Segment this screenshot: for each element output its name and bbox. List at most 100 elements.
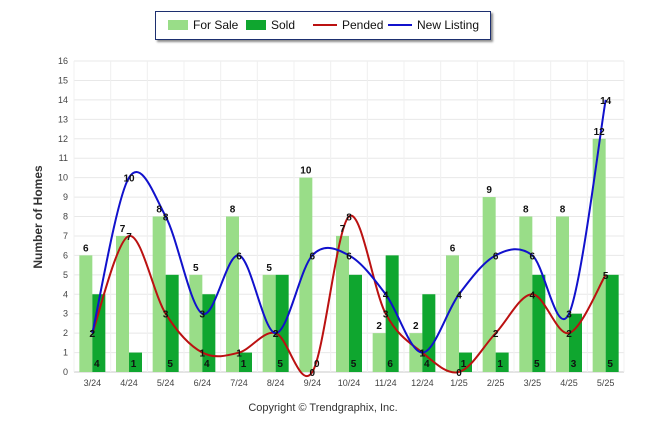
x-tick-label: 11/24 [375, 378, 397, 388]
data-label-for-sale: 8 [156, 205, 162, 216]
data-label-new-listing: 6 [493, 251, 499, 262]
data-label-for-sale: 10 [300, 166, 312, 177]
data-label-for-sale: 5 [193, 263, 199, 274]
data-label-for-sale: 7 [120, 224, 126, 235]
legend-label: New Listing [417, 18, 479, 32]
bar-sold [239, 352, 252, 372]
bars [79, 138, 619, 372]
x-tick-label: 5/24 [157, 378, 175, 388]
data-label-pended: 1 [420, 349, 426, 360]
y-tick-label: 2 [63, 328, 68, 338]
legend-label: Pended [342, 18, 383, 32]
data-label-sold: 5 [167, 359, 173, 370]
legend-label: Sold [271, 18, 295, 32]
data-label-pended: 0 [456, 368, 462, 379]
data-label-for-sale: 2 [413, 321, 419, 332]
bar-sold [495, 352, 509, 372]
y-tick-label: 11 [59, 153, 68, 163]
data-label-sold: 1 [131, 359, 137, 370]
x-tick-label: 12/24 [411, 378, 434, 388]
data-label-pended: 5 [603, 271, 609, 282]
data-label-new-listing: 6 [346, 251, 352, 262]
data-label-for-sale: 8 [230, 205, 236, 216]
bar-sold [532, 274, 546, 372]
data-label-for-sale: 8 [560, 205, 566, 216]
data-label-sold: 4 [204, 359, 210, 370]
y-tick-label: 8 [63, 212, 68, 222]
data-label-new-listing: 6 [236, 251, 242, 262]
x-tick-label: 4/25 [560, 378, 578, 388]
data-label-new-listing: 3 [200, 310, 206, 321]
bar-for-sale [409, 333, 423, 372]
bar-for-sale [336, 235, 349, 372]
legend-swatch [246, 20, 266, 30]
bar-for-sale [446, 255, 459, 372]
data-label-new-listing: 1 [420, 349, 426, 360]
y-tick-label: 16 [58, 56, 68, 66]
copyright-text: Copyright © Trendgraphix, Inc. [248, 402, 398, 414]
data-label-new-listing: 4 [456, 290, 462, 301]
bar-sold [349, 274, 362, 372]
data-label-sold: 3 [571, 359, 577, 370]
x-tick-label: 5/25 [597, 378, 615, 388]
data-label-sold: 1 [241, 359, 247, 370]
chart-legend [155, 11, 491, 40]
data-label-for-sale: 6 [83, 243, 89, 254]
data-label-new-listing: 2 [273, 329, 279, 340]
bar-for-sale [116, 235, 129, 372]
data-label-new-listing: 2 [90, 329, 96, 340]
y-tick-label: 7 [63, 231, 68, 241]
x-tick-label: 3/24 [84, 378, 102, 388]
y-tick-label: 9 [63, 192, 68, 202]
bar-sold [605, 274, 619, 372]
legend-swatch [168, 20, 188, 30]
x-tick-label: 2/25 [487, 378, 505, 388]
bar-for-sale [79, 255, 93, 372]
y-tick-label: 10 [58, 173, 68, 183]
x-tick-label: 1/25 [450, 378, 468, 388]
series-lines [91, 99, 607, 377]
data-label-pended: 0 [310, 368, 316, 379]
data-label-pended: 2 [273, 329, 279, 340]
x-tick-label: 3/25 [524, 378, 542, 388]
line-pended [91, 214, 607, 377]
data-label-new-listing: 3 [566, 310, 572, 321]
data-label-sold: 6 [387, 359, 393, 370]
data-label-pended: 1 [236, 349, 242, 360]
data-label-pended: 3 [163, 310, 169, 321]
bar-for-sale [556, 216, 569, 372]
data-label-sold: 5 [351, 359, 357, 370]
data-label-for-sale: 8 [523, 205, 529, 216]
y-tick-label: 1 [63, 348, 68, 358]
data-label-pended: 2 [90, 329, 96, 340]
bar-sold [275, 274, 289, 372]
data-label-for-sale: 12 [594, 127, 606, 138]
y-tick-label: 5 [63, 270, 68, 280]
data-label-for-sale: 5 [266, 263, 272, 274]
data-label-for-sale: 6 [450, 243, 456, 254]
y-tick-label: 6 [63, 250, 68, 260]
data-label-new-listing: 4 [383, 290, 389, 301]
data-label-new-listing: 6 [310, 251, 316, 262]
bar-for-sale [519, 216, 533, 372]
data-label-pended: 7 [126, 232, 132, 243]
line-new-listing [91, 99, 607, 354]
y-axis-label: Number of Homes [31, 165, 45, 269]
x-tick-label: 4/24 [120, 378, 138, 388]
data-label-pended: 8 [346, 213, 352, 224]
bar-for-sale [299, 177, 313, 372]
data-label-for-sale: 7 [340, 224, 346, 235]
data-label-sold: 5 [607, 359, 613, 370]
y-tick-label: 15 [58, 75, 68, 85]
data-label-for-sale: 2 [376, 321, 382, 332]
x-tick-label: 10/24 [338, 378, 361, 388]
data-label-sold: 4 [94, 359, 100, 370]
x-axis: 3/24 4/24 5/24 6/24 7/24 8/24 9/24 10/24 11/24 12… [84, 378, 615, 388]
data-label-new-listing: 10 [123, 174, 135, 185]
data-label-pended: 1 [200, 349, 206, 360]
data-label-new-listing: 14 [600, 96, 612, 107]
y-tick-label: 13 [58, 114, 68, 124]
y-tick-label: 3 [63, 309, 68, 319]
y-tick-label: 14 [58, 95, 68, 105]
